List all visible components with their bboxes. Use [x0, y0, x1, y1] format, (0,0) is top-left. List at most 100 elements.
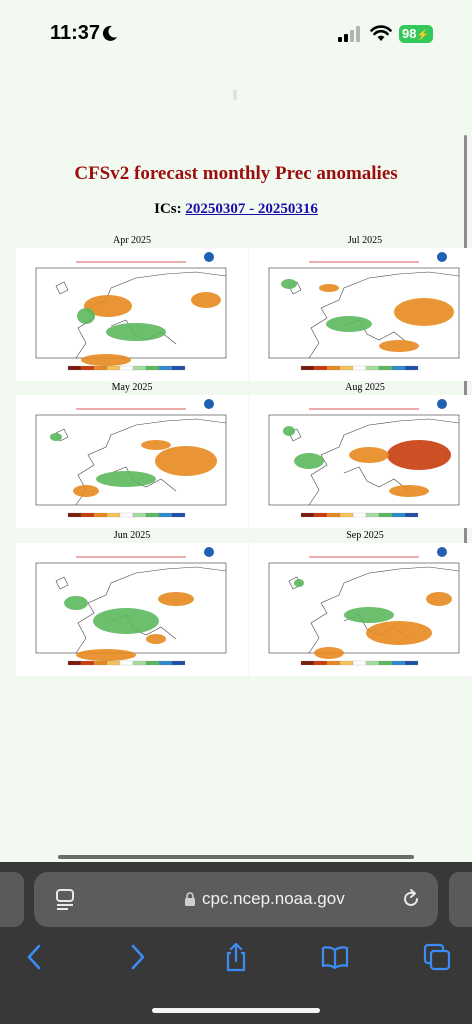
color-bar-swatch: [391, 660, 406, 666]
color-bar-swatch: [404, 512, 419, 518]
next-tab-preview[interactable]: [449, 872, 472, 927]
precip-anomaly-map[interactable]: [249, 395, 472, 528]
bookmarks-icon[interactable]: [320, 942, 350, 972]
precip-anomaly-map[interactable]: [16, 248, 248, 381]
status-time: 11:37: [50, 22, 101, 44]
forecast-panel[interactable]: Apr 2025: [16, 235, 248, 382]
color-bar-swatch: [300, 660, 315, 666]
forecast-panel-label: Sep 2025: [346, 530, 384, 541]
sheet-handle[interactable]: [58, 855, 414, 859]
color-bar-swatch: [80, 365, 95, 371]
dry-anomaly-region: [389, 485, 429, 497]
dry-anomaly-region: [426, 592, 452, 606]
wet-anomaly-region: [283, 426, 295, 436]
back-icon[interactable]: [20, 942, 50, 972]
noaa-logo-icon: [204, 399, 214, 409]
address-bar[interactable]: cpc.ncep.noaa.gov: [34, 872, 438, 927]
forecast-panel[interactable]: May 2025: [16, 382, 248, 529]
dry-anomaly-region: [155, 446, 217, 476]
wet-anomaly-region: [294, 579, 304, 587]
dry-anomaly-region: [191, 292, 221, 308]
color-bar-swatch: [119, 365, 134, 371]
color-bar-swatch: [378, 365, 393, 371]
color-bar-swatch: [391, 365, 406, 371]
scrollbar[interactable]: [464, 135, 467, 640]
color-bar-swatch: [339, 512, 354, 518]
precip-anomaly-map[interactable]: [16, 395, 248, 528]
precip-anomaly-map[interactable]: [249, 543, 472, 676]
wet-anomaly-region: [64, 596, 88, 610]
color-bar-swatch: [171, 365, 186, 371]
color-bar-swatch: [404, 365, 419, 371]
dry-anomaly-region: [366, 621, 432, 645]
charging-bolt-icon: ⚡: [416, 30, 429, 41]
forecast-panel-label: Aug 2025: [345, 382, 385, 393]
reload-icon[interactable]: [400, 888, 422, 910]
color-bar-swatch: [132, 660, 147, 666]
color-bar-swatch: [80, 660, 95, 666]
dry-anomaly-region: [394, 298, 454, 326]
precip-anomaly-map[interactable]: [249, 248, 472, 381]
color-bar-swatch: [145, 512, 160, 518]
noaa-logo-icon: [437, 547, 447, 557]
precip-anomaly-map[interactable]: [16, 543, 248, 676]
tabs-icon[interactable]: [422, 942, 452, 972]
share-icon[interactable]: [221, 942, 251, 972]
dry-anomaly-region: [76, 649, 136, 661]
forecast-panel[interactable]: Jun 2025: [16, 530, 248, 677]
color-bar-swatch: [352, 660, 367, 666]
cellular-signal-icon: [338, 26, 360, 42]
color-bar-swatch: [145, 660, 160, 666]
lock-icon: [185, 892, 195, 906]
noaa-logo-icon: [204, 252, 214, 262]
wifi-icon: [370, 25, 392, 41]
color-bar-swatch: [326, 512, 341, 518]
moon-icon: [102, 25, 117, 41]
color-bar-swatch: [378, 660, 393, 666]
ics-link[interactable]: 20250307 - 20250316: [185, 201, 318, 217]
previous-tab-preview[interactable]: [0, 872, 24, 927]
color-bar-swatch: [67, 512, 82, 518]
color-bar-swatch: [93, 512, 108, 518]
forecast-panel-label: Jun 2025: [113, 530, 151, 541]
color-bar-swatch: [158, 512, 173, 518]
color-bar-swatch: [352, 512, 367, 518]
forecast-panel-label: Jul 2025: [347, 235, 383, 246]
color-bar-swatch: [106, 365, 121, 371]
forecast-panel-label: Apr 2025: [112, 235, 152, 246]
page-menu-icon[interactable]: [54, 888, 76, 912]
color-bar-swatch: [171, 660, 186, 666]
wet-anomaly-region: [93, 608, 159, 634]
color-bar-swatch: [300, 365, 315, 371]
color-bar-swatch: [158, 660, 173, 666]
wet-anomaly-region: [294, 453, 324, 469]
color-bar-swatch: [339, 660, 354, 666]
url-text: cpc.ncep.noaa.gov: [202, 889, 345, 908]
dry-anomaly-region: [81, 354, 131, 366]
color-bar-swatch: [326, 365, 341, 371]
color-bar-swatch: [171, 512, 186, 518]
wet-anomaly-region: [106, 323, 166, 341]
wet-anomaly-region: [326, 316, 372, 332]
forward-icon[interactable]: [122, 942, 152, 972]
forecast-panel[interactable]: Sep 2025: [249, 530, 472, 677]
color-bar-swatch: [300, 512, 315, 518]
forecast-panel[interactable]: Jul 2025: [249, 235, 472, 382]
color-bar-swatch: [313, 512, 328, 518]
ics-line: ICs: 20250307 - 20250316: [0, 201, 472, 218]
color-bar-swatch: [67, 660, 82, 666]
color-bar-swatch: [339, 365, 354, 371]
dry-anomaly-region: [379, 340, 419, 352]
color-bar-swatch: [106, 660, 121, 666]
ics-label: ICs:: [154, 201, 182, 217]
color-bar-swatch: [365, 365, 380, 371]
color-bar-swatch: [80, 512, 95, 518]
forecast-panel-label: May 2025: [111, 382, 153, 393]
battery-level: 98: [402, 26, 417, 41]
dry-anomaly-region: [84, 295, 132, 317]
forecast-panel[interactable]: Aug 2025: [249, 382, 472, 529]
color-bar-swatch: [158, 365, 173, 371]
color-bar-swatch: [404, 660, 419, 666]
color-bar-swatch: [106, 512, 121, 518]
dry-anomaly-region: [314, 647, 344, 659]
